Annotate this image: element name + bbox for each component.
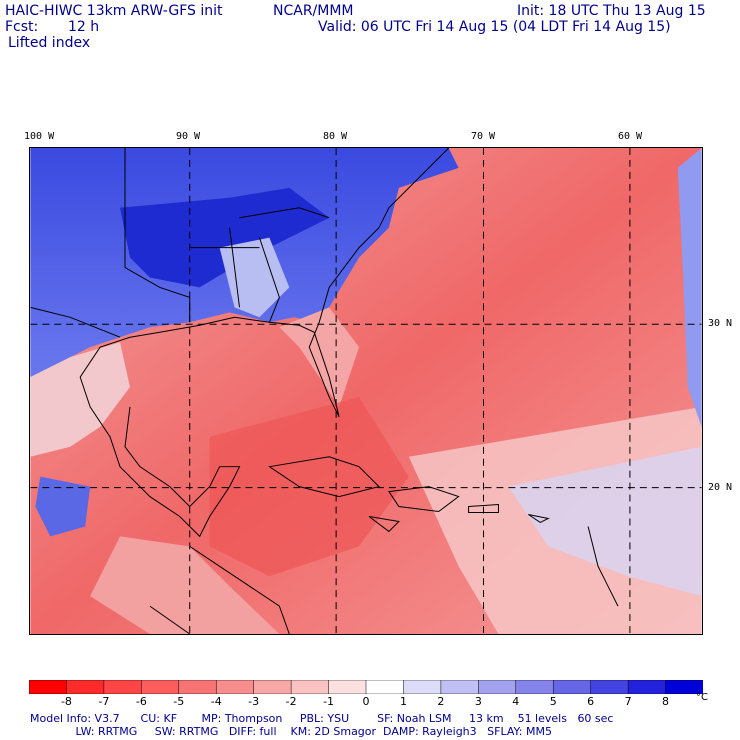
colorbar-tick-label: -3 xyxy=(248,695,260,708)
grid-lines xyxy=(30,148,702,634)
colorbar-tick-label: 4 xyxy=(512,695,520,708)
colorbar-tick-label: 1 xyxy=(399,695,407,708)
colorbar-swatch xyxy=(103,680,143,694)
model-title: HAIC-HIWC 13km ARW-GFS init xyxy=(5,3,223,19)
valid-time: Valid: 06 UTC Fri 14 Aug 15 (04 LDT Fri … xyxy=(318,19,671,35)
forecast-label: Fcst: xyxy=(5,19,39,35)
texas-neutral xyxy=(30,342,130,457)
colorbar-tick-label: -2 xyxy=(285,695,297,708)
colorbar xyxy=(29,680,703,694)
colorbar-tick-label: -7 xyxy=(98,695,110,708)
colorbar-swatch xyxy=(552,680,592,694)
colorbar-swatch xyxy=(403,680,442,694)
blue-zone-northeast xyxy=(677,148,702,427)
mexico-blue-patch xyxy=(35,476,91,537)
forecast-hours: 12 h xyxy=(68,19,100,35)
lifted-index-map xyxy=(29,147,703,635)
colorbar-tick-label: 7 xyxy=(624,695,632,708)
lon-label-90w: 90 W xyxy=(176,131,201,142)
model-info-line1: Model Info: V3.7 CU: KF MP: Thompson PBL… xyxy=(30,712,614,725)
colorbar-swatch xyxy=(478,680,517,694)
colorbar-swatch xyxy=(328,680,367,694)
colorbar-tick-label: -4 xyxy=(210,695,222,708)
colorbar-swatch xyxy=(590,680,629,694)
southeast-pink xyxy=(279,307,360,407)
colorbar-unit: °C xyxy=(696,692,708,703)
colorbar-tick-label: -8 xyxy=(60,695,72,708)
colorbar-swatch xyxy=(215,680,255,694)
model-info-line2: LW: RRTMG SW: RRTMG DIFF: full KM: 2D Sm… xyxy=(30,725,552,738)
lon-label-100w: 100 W xyxy=(24,131,55,142)
lat-label-30n: 30 N xyxy=(708,318,733,329)
colorbar-swatch xyxy=(253,680,292,694)
colorbar-tick-label: 6 xyxy=(587,695,595,708)
colorbar-tick-label: -6 xyxy=(135,695,147,708)
colorbar-tick-label: 0 xyxy=(362,695,370,708)
colorbar-swatch xyxy=(66,680,105,694)
lon-label-60w: 60 W xyxy=(618,131,643,142)
field-name: Lifted index xyxy=(8,35,91,51)
colorbar-swatch xyxy=(290,680,330,694)
colorbar-swatch xyxy=(440,680,480,694)
colorbar-tick-label: 3 xyxy=(474,695,482,708)
colorbar-tick-label: 2 xyxy=(437,695,445,708)
colorbar-swatch xyxy=(627,680,667,694)
colorbar-swatch xyxy=(365,680,405,694)
us-light-blue-strip xyxy=(219,237,290,318)
colorbar-tick-label: 8 xyxy=(662,695,670,708)
caribbean-unstable xyxy=(209,396,409,577)
colorbar-swatch xyxy=(665,680,703,694)
colorbar-tick-label: 5 xyxy=(549,695,557,708)
bluish-zone-east xyxy=(508,446,702,597)
center-label: NCAR/MMM xyxy=(273,3,354,19)
lon-label-70w: 70 W xyxy=(471,131,496,142)
colorbar-tick-label: -5 xyxy=(173,695,185,708)
colorbar-tick-label: -1 xyxy=(323,695,335,708)
central-america-pink xyxy=(90,536,280,634)
lon-label-80w: 80 W xyxy=(323,131,348,142)
colorbar-swatch xyxy=(141,680,180,694)
lat-label-20n: 20 N xyxy=(708,482,733,493)
colorbar-swatch xyxy=(29,680,68,694)
coastlines xyxy=(30,148,619,634)
colorbar-swatch xyxy=(515,680,554,694)
colorbar-swatch xyxy=(178,680,217,694)
init-time: Init: 18 UTC Thu 13 Aug 15 xyxy=(517,3,706,19)
us-deep-blue xyxy=(120,187,330,288)
